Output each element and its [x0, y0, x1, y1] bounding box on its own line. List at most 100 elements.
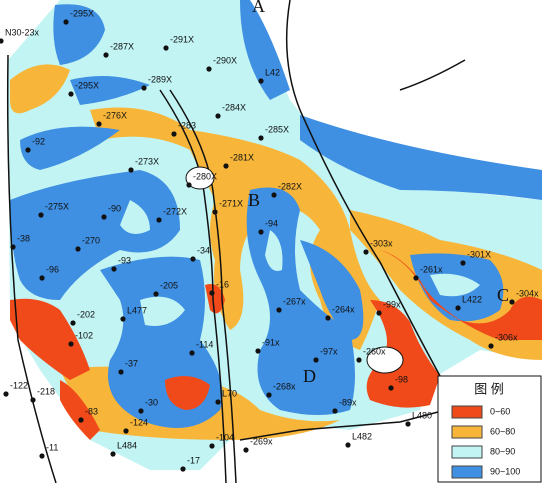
well-label: -301X	[467, 249, 491, 259]
well-dot	[38, 212, 44, 218]
legend-swatch	[451, 465, 483, 479]
well-label: -285X	[265, 124, 289, 134]
road	[169, 89, 237, 483]
well-label: L477	[127, 305, 147, 315]
well-label: -261x	[420, 264, 443, 274]
legend-swatch	[451, 405, 483, 419]
well-dot	[39, 275, 45, 281]
well-label: -267x	[283, 296, 306, 306]
well-dot	[70, 320, 76, 326]
roads	[6, 0, 466, 483]
well-dot	[223, 163, 229, 169]
well-label: -96	[46, 264, 59, 274]
well-dot	[455, 305, 461, 311]
zone	[366, 300, 440, 408]
well-dot	[345, 442, 351, 448]
zone	[90, 107, 380, 350]
well-dot	[376, 310, 382, 316]
well-label: -303x	[370, 238, 393, 248]
well-label: -264x	[332, 304, 355, 314]
well-label: L480	[412, 410, 432, 420]
well-dot	[313, 357, 319, 363]
well-dot	[96, 121, 102, 127]
well-label: -83	[85, 406, 98, 416]
well-label: -17	[187, 455, 200, 465]
well-label: -16	[216, 279, 229, 289]
zone	[240, 0, 290, 100]
well-dot	[120, 316, 126, 322]
well-dot	[118, 369, 124, 375]
well-label: L482	[352, 431, 372, 441]
well-label: L70	[222, 388, 237, 398]
well-dot	[141, 85, 147, 91]
well-dot	[255, 348, 261, 354]
hole	[185, 166, 215, 190]
well-label: -271X	[219, 198, 243, 208]
road	[159, 89, 227, 483]
road	[285, 0, 441, 377]
road	[239, 411, 439, 441]
well-label: -38	[17, 233, 30, 243]
well-dot	[215, 113, 221, 119]
well-dot	[68, 341, 74, 347]
well-dot	[153, 291, 159, 297]
well-label: -280X	[193, 171, 217, 181]
well-label: -102	[75, 330, 93, 340]
wells: -295X N30-23x -287X -291X -290X L42 -289X -295X…	[0, 0, 539, 472]
zone	[140, 296, 185, 326]
well-dot	[276, 307, 282, 313]
well-dot	[209, 290, 215, 296]
road	[6, 54, 57, 483]
well-dot	[271, 192, 277, 198]
well-label: L484	[117, 440, 137, 450]
well-dot	[110, 451, 116, 457]
well-label: -275X	[45, 201, 69, 211]
well-label: -291X	[170, 34, 194, 44]
well-label: -295X	[75, 80, 99, 90]
well-label: -273X	[135, 156, 159, 166]
legend-label: 60~80	[490, 426, 515, 436]
well-label: -268x	[273, 381, 296, 391]
well-dot	[356, 357, 362, 363]
well-dot	[156, 217, 162, 223]
well-label: -295X	[70, 8, 94, 18]
well-dot	[190, 256, 196, 262]
legend-label: 0~60	[490, 406, 510, 416]
well-dot	[186, 182, 192, 188]
well-dot	[30, 397, 36, 403]
well-dot	[68, 91, 74, 97]
well-dot	[243, 447, 249, 453]
well-dot	[258, 78, 264, 84]
zone	[300, 115, 542, 200]
well-dot	[123, 428, 129, 434]
well-label: -122	[10, 380, 28, 390]
zone	[205, 284, 225, 314]
zone	[70, 76, 150, 105]
zone	[10, 298, 90, 380]
well-dot	[206, 66, 212, 72]
well-dot	[10, 244, 16, 250]
zone	[430, 273, 480, 297]
legend-swatch	[451, 445, 483, 459]
well-dot	[258, 135, 264, 141]
well-dot	[215, 399, 221, 405]
well-label: N30-23x	[5, 27, 40, 37]
road	[399, 59, 466, 91]
well-label: L42	[265, 67, 280, 77]
zone-letter: B	[248, 190, 260, 210]
well-dot	[63, 19, 69, 25]
well-dot	[509, 299, 515, 305]
legend-label: 90~100	[490, 466, 520, 476]
zone-letter: C	[497, 285, 509, 305]
well-dot	[138, 408, 144, 414]
well-dot	[171, 131, 177, 137]
well-label: -93	[118, 255, 131, 265]
well-label: -287X	[110, 41, 134, 51]
well-dot	[78, 417, 84, 423]
well-label: -283	[178, 120, 196, 130]
well-label: -218	[37, 386, 55, 396]
well-dot	[258, 229, 264, 235]
well-label: -97x	[320, 346, 338, 356]
well-dot	[25, 147, 31, 153]
